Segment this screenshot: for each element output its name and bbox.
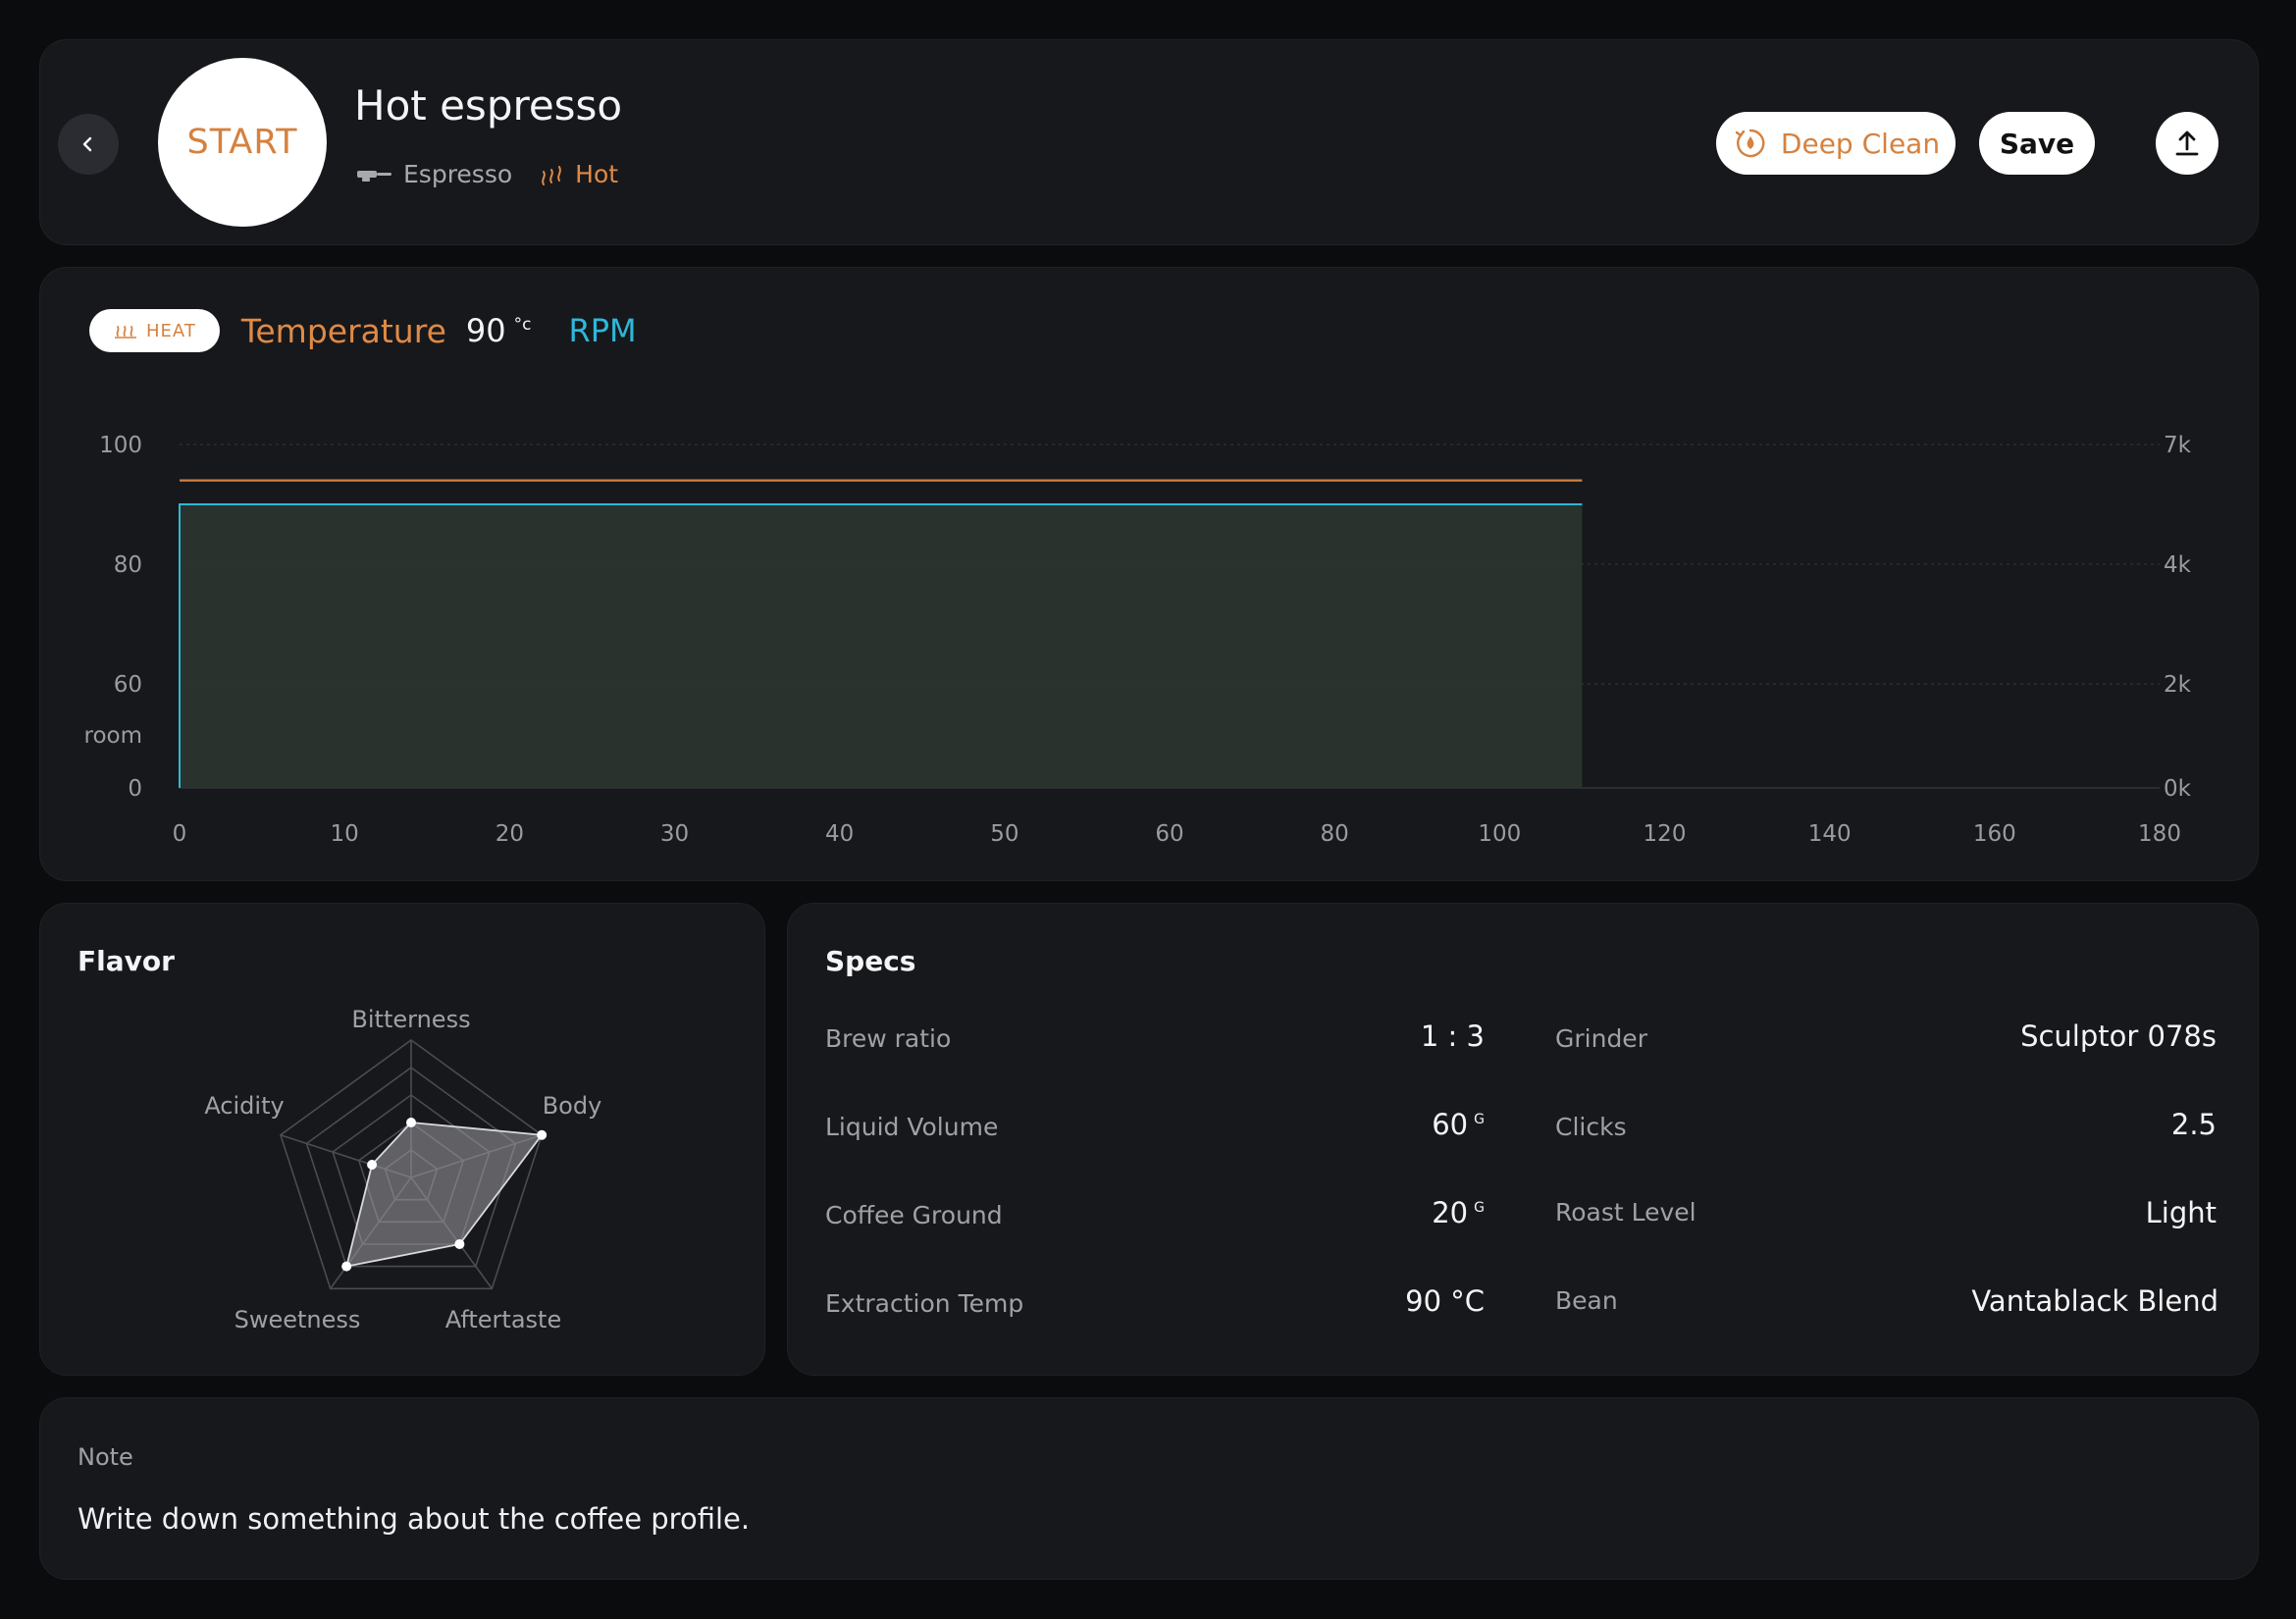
spec-grinder-value: Sculptor 078s bbox=[2020, 1019, 2217, 1053]
flavor-value-point bbox=[367, 1160, 378, 1171]
radar-axis-label: Aftertaste bbox=[445, 1306, 561, 1333]
radar-ring bbox=[279, 1039, 544, 1290]
tag-hot-label: Hot bbox=[575, 160, 619, 188]
tag-hot: Hot bbox=[538, 160, 618, 188]
spec-extraction-temp-label: Extraction Temp bbox=[825, 1289, 1024, 1318]
y-left-tick-label: 0 bbox=[128, 776, 142, 802]
spec-bean-label: Bean bbox=[1555, 1286, 1618, 1315]
liquid-volume-unit: G bbox=[1474, 1112, 1485, 1128]
flavor-value-point bbox=[406, 1118, 416, 1127]
y-left-tick-label: 100 bbox=[99, 433, 142, 458]
flavor-card: Flavor Bitterness Body Aftertaste Sweetness… bbox=[39, 903, 765, 1376]
radar-axis-label: Body bbox=[543, 1092, 602, 1120]
x-tick-label: 180 bbox=[2138, 821, 2181, 847]
profile-header: START Hot espresso Espresso Hot Deep Cle… bbox=[39, 39, 2259, 245]
heat-badge-label: HEAT bbox=[146, 320, 196, 341]
x-tick-label: 50 bbox=[990, 821, 1018, 847]
legend-rpm: RPM bbox=[568, 312, 637, 349]
brew-profile-chart[interactable]: 100 80 60 room 0 7k 4k 2k 0k 0 10 20 30 40 50 60 80 100 12… bbox=[40, 268, 2260, 882]
heat-badge[interactable]: HEAT bbox=[89, 309, 220, 352]
temperature-unit: °c bbox=[513, 315, 532, 336]
rpm-area-fill bbox=[180, 504, 1583, 788]
x-tick-label: 120 bbox=[1644, 821, 1687, 847]
flavor-value-point bbox=[341, 1261, 352, 1272]
spec-coffee-ground-label: Coffee Ground bbox=[825, 1201, 1003, 1229]
y-left-tick-label: 80 bbox=[114, 552, 142, 578]
spec-brew-ratio-value: 1 : 3 bbox=[1421, 1019, 1485, 1053]
spec-clicks-label: Clicks bbox=[1555, 1113, 1627, 1141]
deep-clean-button[interactable]: Deep Clean bbox=[1716, 112, 1956, 175]
save-button[interactable]: Save bbox=[1979, 112, 2095, 175]
flavor-radar-chart: Bitterness Body Aftertaste Sweetness Acidity bbox=[204, 1006, 602, 1333]
note-label: Note bbox=[78, 1443, 133, 1471]
specs-card: Specs Brew ratio 1 : 3 Liquid Volume 60 G… bbox=[787, 903, 2259, 1376]
y-right-tick-label: 0k bbox=[2164, 776, 2192, 802]
spec-extraction-temp-value: 90 °C bbox=[1405, 1284, 1485, 1318]
coffee-ground-unit: G bbox=[1474, 1200, 1485, 1217]
tag-espresso: Espresso bbox=[356, 160, 512, 188]
start-button[interactable]: START bbox=[158, 58, 327, 227]
flavor-value-point bbox=[537, 1129, 548, 1140]
note-input[interactable]: Write down something about the coffee pr… bbox=[78, 1502, 751, 1536]
spec-coffee-ground-value: 20 G bbox=[1432, 1196, 1485, 1229]
y-right-tick-label: 7k bbox=[2164, 433, 2192, 458]
brew-ratio-value: 1 : 3 bbox=[1420, 1019, 1485, 1053]
spec-bean-value: Vantablack Blend bbox=[1971, 1284, 2218, 1318]
coffee-ground-value: 20 bbox=[1432, 1196, 1469, 1229]
flavor-title: Flavor bbox=[78, 945, 175, 977]
flavor-value-polygon bbox=[344, 1122, 544, 1268]
x-tick-label: 20 bbox=[496, 821, 524, 847]
deep-clean-icon bbox=[1735, 129, 1765, 158]
back-button[interactable] bbox=[58, 114, 119, 175]
x-tick-label: 160 bbox=[1973, 821, 2016, 847]
y-right-tick-label: 2k bbox=[2164, 672, 2192, 698]
profile-tags: Espresso Hot bbox=[356, 160, 618, 188]
steam-icon bbox=[542, 165, 561, 185]
radar-axis-label: Acidity bbox=[204, 1092, 284, 1120]
profile-title: Hot espresso bbox=[354, 81, 623, 130]
x-tick-label: 60 bbox=[1155, 821, 1183, 847]
upload-button[interactable] bbox=[2156, 112, 2218, 175]
radar-axis-label: Bitterness bbox=[351, 1006, 470, 1033]
legend-temperature-value: 90 °c bbox=[466, 312, 532, 349]
rpm-series-line bbox=[179, 503, 1583, 788]
spec-brew-ratio-label: Brew ratio bbox=[825, 1024, 952, 1053]
portafilter-icon bbox=[357, 170, 391, 182]
spec-liquid-volume-value: 60 G bbox=[1432, 1108, 1485, 1141]
x-tick-label: 30 bbox=[660, 821, 689, 847]
legend-temperature: Temperature bbox=[240, 311, 446, 350]
x-tick-label: 80 bbox=[1321, 821, 1349, 847]
y-left-tick-label: 60 bbox=[114, 672, 142, 698]
chart-legend: HEAT Temperature 90 °c RPM bbox=[89, 309, 637, 352]
spec-liquid-volume-label: Liquid Volume bbox=[825, 1113, 999, 1141]
extraction-temp-value: 90 °C bbox=[1405, 1284, 1485, 1318]
x-tick-label: 40 bbox=[825, 821, 854, 847]
deep-clean-label: Deep Clean bbox=[1780, 127, 1941, 160]
y-right-tick-label: 4k bbox=[2164, 552, 2192, 578]
x-tick-label: 0 bbox=[173, 821, 187, 847]
specs-title: Specs bbox=[825, 945, 916, 977]
note-card[interactable]: Note Write down something about the coff… bbox=[39, 1397, 2259, 1580]
heat-icon bbox=[115, 326, 136, 339]
x-tick-label: 140 bbox=[1808, 821, 1852, 847]
spec-grinder-label: Grinder bbox=[1555, 1024, 1647, 1053]
radar-axis-label: Sweetness bbox=[235, 1306, 361, 1333]
y-left-tick-label: room bbox=[84, 723, 143, 749]
temperature-value: 90 bbox=[465, 312, 506, 349]
x-tick-label: 100 bbox=[1478, 821, 1521, 847]
x-tick-label: 10 bbox=[331, 821, 359, 847]
spec-clicks-value: 2.5 bbox=[2170, 1108, 2217, 1141]
chevron-left-icon bbox=[82, 136, 92, 152]
flavor-value-point bbox=[454, 1238, 465, 1249]
liquid-volume-value: 60 bbox=[1432, 1108, 1469, 1141]
tag-espresso-label: Espresso bbox=[403, 160, 513, 188]
upload-icon bbox=[2175, 131, 2199, 156]
spec-roast-level-value: Light bbox=[2145, 1196, 2217, 1229]
spec-roast-level-label: Roast Level bbox=[1555, 1198, 1696, 1227]
brew-chart-card: 100 80 60 room 0 7k 4k 2k 0k 0 10 20 30 40 50 60 80 100 12… bbox=[39, 267, 2259, 881]
